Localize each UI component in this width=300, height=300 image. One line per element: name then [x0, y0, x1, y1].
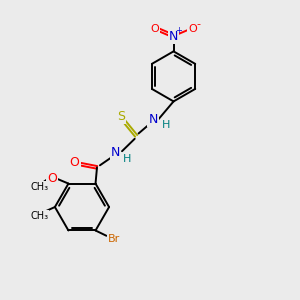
Text: O: O	[70, 156, 80, 169]
Text: N: N	[148, 112, 158, 126]
Text: -: -	[196, 19, 200, 29]
Text: H: H	[123, 154, 131, 164]
Text: O: O	[47, 172, 57, 185]
Text: CH₃: CH₃	[31, 211, 49, 221]
Text: N: N	[111, 146, 120, 159]
Text: CH₃: CH₃	[31, 182, 49, 191]
Text: Br: Br	[108, 234, 120, 244]
Text: O: O	[188, 24, 197, 34]
Text: S: S	[117, 110, 125, 123]
Text: H: H	[161, 120, 170, 130]
Text: N: N	[169, 30, 178, 43]
Text: +: +	[175, 26, 182, 35]
Text: O: O	[150, 24, 159, 34]
